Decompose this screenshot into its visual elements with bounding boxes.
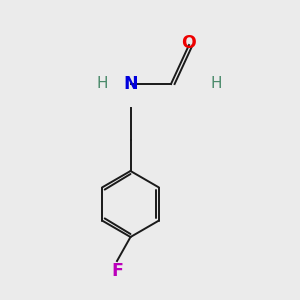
Text: N: N [123,75,138,93]
Text: H: H [96,76,108,92]
Text: O: O [182,34,196,52]
Text: H: H [210,76,222,92]
Text: F: F [111,262,123,280]
